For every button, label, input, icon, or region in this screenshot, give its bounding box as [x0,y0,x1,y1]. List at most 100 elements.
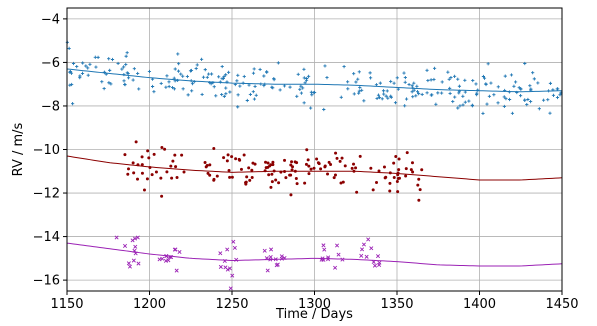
data-point-series-2 [180,153,184,157]
data-point-series-2 [409,168,413,172]
data-point-series-2 [388,171,392,175]
data-point-series-2 [142,188,146,192]
data-point-series-1 [278,88,282,92]
data-point-series-2 [228,175,232,179]
data-point-series-1 [346,87,350,91]
data-point-series-2 [234,157,238,161]
data-point-series-1 [529,99,533,104]
data-point-series-2 [327,160,331,164]
data-point-series-2 [271,160,275,164]
data-point-series-2 [307,172,311,176]
data-point-series-1 [136,71,140,76]
data-point-series-1 [190,89,194,93]
data-point-series-1 [67,46,71,51]
data-point-series-1 [356,77,360,81]
data-point-series-1 [212,85,216,89]
data-point-series-1 [548,81,553,85]
data-point-series-1 [471,78,475,83]
data-point-series-2 [227,169,231,173]
data-point-series-2 [383,176,387,180]
data-point-series-1 [451,99,455,104]
data-point-series-1 [167,80,171,84]
data-point-series-1 [382,92,386,96]
data-point-series-3 [369,246,374,251]
data-point-series-1 [403,80,407,84]
data-point-series-1 [254,93,258,97]
data-point-series-3 [262,248,267,253]
data-point-series-1 [203,68,207,72]
data-point-series-1 [236,73,240,77]
data-point-series-1 [456,106,460,110]
data-points [65,40,563,291]
data-point-series-1 [512,84,516,88]
data-point-series-2 [283,158,287,162]
data-point-series-3 [133,251,138,256]
data-point-series-1 [523,98,527,102]
data-point-series-3 [279,254,284,259]
data-point-series-2 [288,173,292,177]
data-point-series-1 [458,104,462,108]
data-point-series-1 [448,91,452,95]
data-point-series-2 [268,164,272,168]
data-point-series-1 [467,99,471,103]
data-point-series-3 [265,268,270,273]
data-point-series-2 [132,171,136,175]
data-point-series-1 [276,61,280,65]
grid-lines [66,8,563,291]
data-point-series-3 [372,263,377,268]
data-point-series-1 [125,51,129,55]
data-point-series-1 [389,94,393,98]
data-point-series-1 [474,82,478,86]
data-point-series-1 [265,70,269,74]
data-point-series-2 [416,183,420,187]
data-point-series-1 [209,82,213,86]
data-point-series-1 [207,72,211,76]
data-point-series-1 [526,97,530,102]
data-point-series-1 [122,72,126,77]
data-point-series-1 [71,102,75,106]
data-point-series-2 [174,165,178,169]
data-point-series-1 [78,74,82,78]
data-point-series-1 [288,85,292,89]
data-point-series-2 [290,160,294,164]
data-point-series-1 [420,92,424,97]
data-point-series-3 [336,252,341,257]
data-point-series-1 [102,87,106,91]
data-point-series-2 [392,175,396,179]
data-point-series-2 [208,163,212,167]
data-point-series-1 [558,93,562,97]
data-point-series-1 [181,74,185,78]
data-point-series-2 [420,168,424,172]
data-point-series-1 [503,74,507,78]
data-point-series-1 [385,89,389,93]
data-point-series-2 [159,176,163,180]
data-point-series-2 [250,175,254,179]
data-point-series-3 [364,254,369,259]
data-point-series-1 [504,97,508,101]
data-point-series-2 [245,175,249,179]
data-point-series-1 [172,87,176,91]
data-point-series-2 [294,177,298,181]
data-point-series-2 [131,161,135,165]
data-point-series-3 [228,286,233,291]
data-point-series-1 [449,76,453,80]
data-point-series-1 [94,65,98,69]
data-point-series-2 [140,171,144,175]
data-point-series-1 [417,92,421,96]
data-point-series-2 [152,152,156,156]
data-point-series-3 [130,238,135,243]
data-point-series-2 [394,155,398,159]
data-point-series-1 [75,65,79,69]
data-point-series-3 [326,257,331,262]
data-point-series-1 [481,74,486,79]
data-point-series-3 [232,245,237,250]
data-point-series-1 [109,82,113,86]
data-point-series-3 [225,267,230,272]
data-point-series-1 [502,104,506,109]
data-point-series-1 [124,54,128,58]
data-point-series-1 [70,82,74,87]
data-point-series-2 [377,169,381,173]
x-tick-label: 1400 [463,297,496,312]
data-point-series-2 [358,154,362,158]
data-point-series-1 [86,66,90,70]
